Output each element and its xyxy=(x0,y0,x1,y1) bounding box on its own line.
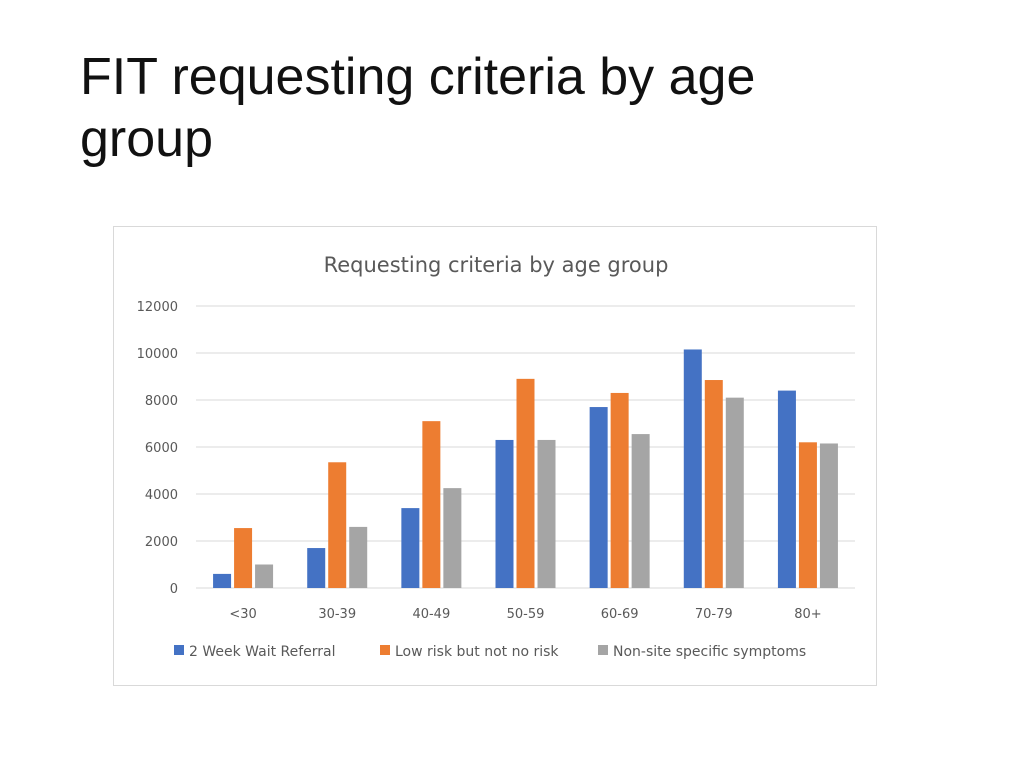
legend-label: 2 Week Wait Referral xyxy=(189,644,336,660)
legend-label: Non-site specific symptoms xyxy=(613,644,806,660)
bar-4049-series-2 xyxy=(422,421,441,588)
bar-80-series-2 xyxy=(798,442,817,588)
legend-swatch xyxy=(174,645,184,655)
y-tick-label: 4000 xyxy=(145,488,178,503)
bar-7079-series-3 xyxy=(725,397,744,588)
bar-30-series-1 xyxy=(213,573,232,588)
bar-6069-series-2 xyxy=(610,392,629,588)
y-tick-label: 8000 xyxy=(145,394,178,409)
x-tick-label: 40-49 xyxy=(412,607,450,622)
y-tick-label: 0 xyxy=(170,582,178,597)
x-tick-label: 70-79 xyxy=(695,607,733,622)
bar-3039-series-2 xyxy=(328,462,347,588)
bar-7079-series-1 xyxy=(683,349,702,588)
bar-5059-series-1 xyxy=(495,439,514,588)
y-tick-label: 6000 xyxy=(145,441,178,456)
bar-chart: Requesting criteria by age group 0 2000 40… xyxy=(137,253,855,660)
x-tick-label: <30 xyxy=(229,607,256,622)
y-tick-label: 12000 xyxy=(137,300,178,315)
y-tick-label: 10000 xyxy=(137,347,178,362)
bar-80-series-1 xyxy=(777,390,796,588)
bar-7079-series-2 xyxy=(704,380,723,588)
bars xyxy=(213,349,838,588)
x-tick-label: 30-39 xyxy=(318,607,356,622)
y-tick-label: 2000 xyxy=(145,535,178,550)
bar-5059-series-3 xyxy=(537,439,556,588)
bar-4049-series-1 xyxy=(401,508,420,588)
x-tick-label: 80+ xyxy=(794,607,821,622)
y-axis-ticks: 0 2000 4000 6000 8000 10000 12000 xyxy=(137,300,178,597)
bar-30-series-2 xyxy=(234,528,253,588)
x-tick-label: 60-69 xyxy=(601,607,639,622)
x-tick-label: 50-59 xyxy=(507,607,545,622)
legend-swatch xyxy=(598,645,608,655)
bar-30-series-3 xyxy=(255,564,274,588)
bar-6069-series-3 xyxy=(631,434,650,588)
x-axis-ticks: <30 30-39 40-49 50-59 60-69 70-79 80+ xyxy=(229,607,821,622)
bar-5059-series-2 xyxy=(516,378,535,588)
chart-frame: Requesting criteria by age group 0 2000 40… xyxy=(113,226,877,686)
legend-label: Low risk but not no risk xyxy=(395,644,559,660)
legend: 2 Week Wait Referral Low risk but not no … xyxy=(174,644,806,660)
chart-title: Requesting criteria by age group xyxy=(324,253,669,277)
bar-3039-series-3 xyxy=(349,526,368,588)
bar-3039-series-1 xyxy=(307,548,326,588)
legend-swatch xyxy=(380,645,390,655)
bar-80-series-3 xyxy=(819,443,838,588)
bar-4049-series-3 xyxy=(443,488,462,588)
bar-6069-series-1 xyxy=(589,407,608,588)
slide-title: FIT requesting criteria by age group xyxy=(80,48,756,168)
